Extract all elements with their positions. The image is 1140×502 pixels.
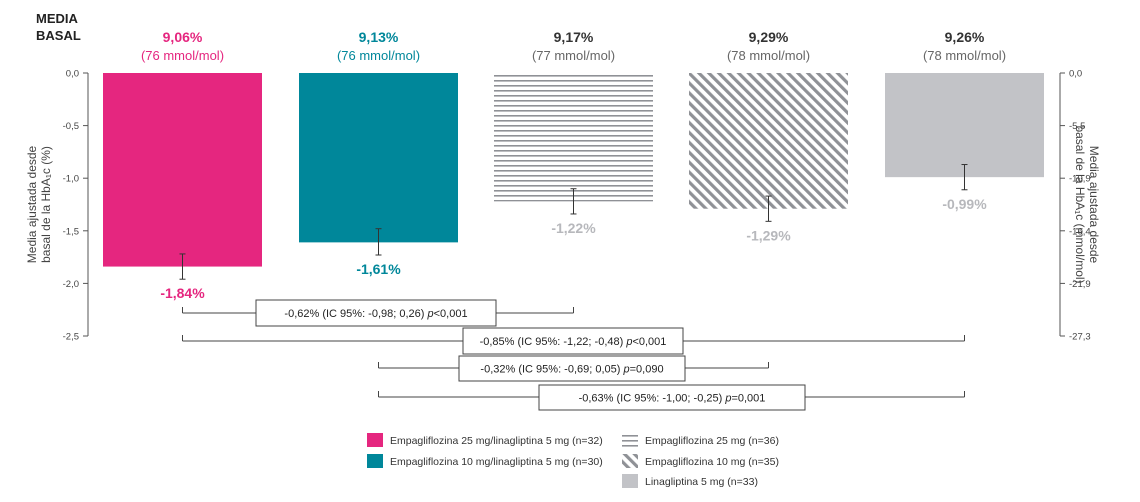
y-axis-title-left: Media ajustada desdebasal de la HbA₁c (%… <box>25 145 53 263</box>
bar <box>103 73 262 267</box>
comparison-text-main: -0,32% (IC 95%: -0,69; 0,05) <box>480 364 623 376</box>
legend-swatch <box>622 433 638 447</box>
y-tick-label-right: 0,0 <box>1069 69 1082 80</box>
legend-label: Empagliflozina 10 mg/linagliptina 5 mg (… <box>390 456 603 468</box>
comparison-text-main: -0,85% (IC 95%: -1,22; -0,48) <box>480 336 627 348</box>
baseline-percent: 9,06% <box>163 29 203 45</box>
comparison-text: -0,32% (IC 95%: -0,69; 0,05) p=0,090 <box>480 364 663 376</box>
comparison-text: -0,63% (IC 95%: -1,00; -0,25) p=0,001 <box>579 393 766 405</box>
y-axis-title-right-line: Media ajustada desde <box>1087 146 1101 264</box>
comparison-text: -0,62% (IC 95%: -0,98; 0,26) p<0,001 <box>284 308 467 320</box>
baseline-mmol: (76 mmol/mol) <box>141 48 224 63</box>
value-label: -1,84% <box>160 285 205 301</box>
bar <box>494 73 653 202</box>
value-label: -1,61% <box>356 261 401 277</box>
comparison-box <box>255 299 497 327</box>
value-label: -1,29% <box>746 227 791 243</box>
y-tick-label-left: 0,0 <box>66 69 79 80</box>
y-tick-label-right: -27,3 <box>1069 332 1091 343</box>
comparison-text: -0,85% (IC 95%: -1,22; -0,48) p<0,001 <box>480 336 667 348</box>
baseline-label-line-2: BASAL <box>36 28 81 43</box>
comparison-text-pvalue: <0,001 <box>434 308 468 320</box>
baseline-label: MEDIA BASAL <box>36 10 81 44</box>
y-tick-label-left: -2,5 <box>63 332 79 343</box>
baseline-mmol: (77 mmol/mol) <box>532 48 615 63</box>
legend-swatch <box>367 454 383 468</box>
y-tick-label-right: -16,4 <box>1069 226 1091 237</box>
y-tick-label-left: -0,5 <box>63 121 79 132</box>
y-axis-title-right: Media ajustada desdebasal de la HbA₁c (m… <box>1073 125 1101 283</box>
legend-label: Empagliflozina 10 mg (n=35) <box>645 456 779 468</box>
comparison-text-p: p <box>427 308 434 320</box>
y-tick-label-right: -5,5 <box>1069 121 1085 132</box>
comparison-text-main: -0,63% (IC 95%: -1,00; -0,25) <box>579 393 726 405</box>
y-axis-title-left-line: Media ajustada desde <box>25 145 39 263</box>
baseline-mmol: (78 mmol/mol) <box>923 48 1006 63</box>
legend-label: Empagliflozina 25 mg (n=36) <box>645 435 779 447</box>
baseline-label-line-1: MEDIA <box>36 11 78 26</box>
baseline-percent: 9,26% <box>945 29 985 45</box>
bar <box>885 73 1044 178</box>
comparison-box <box>538 384 806 411</box>
baseline-percent: 9,17% <box>554 29 594 45</box>
baseline-mmol: (76 mmol/mol) <box>337 48 420 63</box>
legend-swatch <box>622 454 638 468</box>
comparison-text-pvalue: =0,001 <box>731 393 765 405</box>
comparison-text-p: p <box>623 364 630 376</box>
comparison-box <box>458 355 686 382</box>
y-tick-label-left: -1,5 <box>63 226 79 237</box>
baseline-mmol: (78 mmol/mol) <box>727 48 810 63</box>
legend-label: Linagliptina 5 mg (n=33) <box>645 476 758 488</box>
y-tick-label-left: -1,0 <box>63 174 79 185</box>
bar <box>689 73 848 209</box>
comparison-text-p: p <box>724 393 731 405</box>
legend-swatch <box>367 433 383 447</box>
bar <box>299 73 458 243</box>
comparison-text-pvalue: <0,001 <box>632 336 666 348</box>
value-label: -1,22% <box>551 220 596 236</box>
y-tick-label-right: -21,9 <box>1069 279 1091 290</box>
comparison-text-pvalue: =0,090 <box>630 364 664 376</box>
y-axis-title-right-line: basal de la HbA₁c (mmol/mol) <box>1073 125 1087 283</box>
baseline-percent: 9,29% <box>749 29 789 45</box>
comparison-text-main: -0,62% (IC 95%: -0,98; 0,26) <box>284 308 427 320</box>
y-axis-title-left-line: basal de la HbA₁c (%) <box>39 146 53 263</box>
comparison-text-p: p <box>625 336 632 348</box>
legend-label: Empagliflozina 25 mg/linagliptina 5 mg (… <box>390 435 603 447</box>
comparison-box <box>462 327 684 355</box>
legend-swatch <box>622 474 638 488</box>
y-tick-label-left: -2,0 <box>63 279 79 290</box>
baseline-percent: 9,13% <box>359 29 399 45</box>
y-tick-label-right: -10,9 <box>1069 174 1091 185</box>
value-label: -0,99% <box>942 196 987 212</box>
